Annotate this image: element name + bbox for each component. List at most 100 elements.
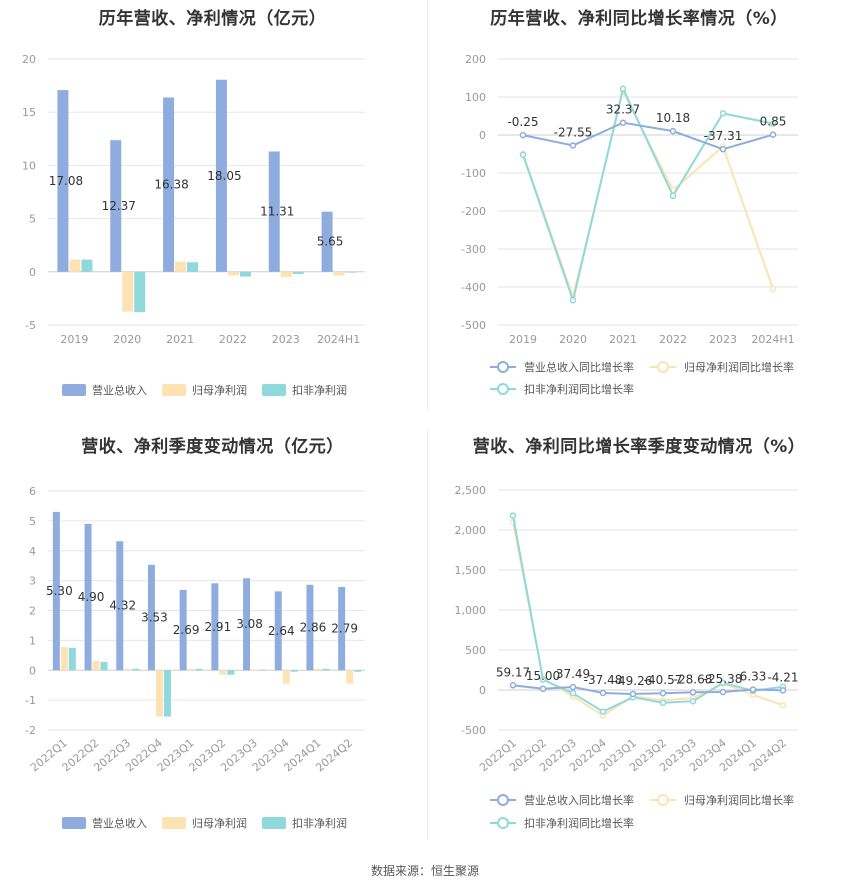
bar [239, 271, 251, 277]
y-tick-label: 0 [479, 684, 486, 697]
bar [227, 670, 235, 675]
data-label: -37.31 [704, 129, 743, 143]
bar [243, 578, 251, 671]
point-marker [569, 689, 577, 697]
y-tick-label: -400 [461, 281, 486, 294]
data-label: 2.69 [173, 623, 200, 637]
legend-swatch [162, 384, 186, 396]
y-tick-label: 10 [22, 159, 36, 172]
legend-swatch [262, 384, 286, 396]
point-marker [569, 297, 577, 304]
chart-quarterly-growth-rate: 营收、净利同比增长率季度变动情况（%） 2,500 2,000 1,500 1,000… [428, 420, 850, 845]
bar [338, 586, 346, 671]
point-marker [509, 512, 517, 519]
point-marker [779, 687, 787, 694]
y-tick-label: -1 [25, 694, 36, 707]
data-label: 0.85 [760, 115, 787, 129]
chart-title: 历年营收、净利情况（亿元） [98, 9, 327, 29]
point-marker [519, 151, 527, 159]
data-label: 32.37 [606, 103, 640, 117]
y-tick-label: 0 [479, 129, 486, 142]
point-marker [659, 689, 667, 697]
bar [195, 668, 203, 671]
y-tick-label: 500 [465, 644, 486, 657]
point-marker [569, 142, 577, 149]
data-label: 59.17 [496, 665, 530, 679]
y-tick-label: -200 [461, 205, 486, 218]
point-marker [599, 689, 607, 697]
legend-label: 归母净利润 [192, 816, 247, 830]
point-marker [749, 686, 757, 693]
bar [346, 670, 354, 684]
legend-marker [657, 361, 669, 373]
legend-label: 归母净利润同比增长率 [684, 793, 794, 807]
legend-label: 归母净利润同比增长率 [684, 360, 794, 374]
point-marker [689, 697, 697, 705]
bar [81, 259, 93, 272]
legend-label: 扣非净利润 [292, 383, 347, 397]
bar [92, 660, 100, 671]
data-label: 5.30 [46, 584, 73, 598]
bar [333, 271, 345, 276]
legend-marker [657, 794, 669, 806]
bar [57, 90, 69, 272]
bar [306, 584, 314, 671]
legend-swatch [162, 817, 186, 829]
bar [175, 261, 187, 272]
y-tick-label: 0 [29, 266, 36, 279]
y-tick-label: 5 [29, 515, 36, 528]
point-marker [539, 676, 547, 683]
bar [163, 97, 175, 272]
legend-label: 扣非净利润 [292, 816, 347, 830]
series-line [522, 121, 774, 151]
bar [290, 670, 298, 672]
point-marker [769, 285, 777, 293]
y-tick-label: -2 [25, 724, 36, 737]
point-marker [599, 708, 607, 715]
data-label: 6.33 [740, 669, 767, 683]
bar [147, 564, 155, 671]
bar [282, 670, 290, 684]
bar [60, 646, 68, 671]
x-tick-label: 2021 [609, 333, 637, 346]
data-label: 3.53 [141, 611, 168, 625]
bar [116, 541, 124, 671]
x-tick-label: 2023 [272, 333, 300, 346]
data-label: -25.38 [704, 672, 743, 686]
y-tick-label: 2,500 [455, 484, 487, 497]
point-marker [779, 701, 787, 709]
point-marker [669, 192, 677, 200]
chart-svg: 2,500 2,000 1,500 1,000 500 0 -500 59.1715.0037… [455, 484, 799, 830]
x-tick-label: 2022 [219, 333, 247, 346]
panel-divider-vertical [427, 0, 428, 410]
y-tick-label: 20 [22, 53, 36, 66]
data-label: -49.26 [614, 674, 653, 688]
bar [227, 271, 239, 276]
x-tick-label: 2020 [559, 333, 587, 346]
legend-label: 营业总收入同比增长率 [524, 793, 634, 807]
bar [274, 591, 282, 671]
y-tick-label: 6 [29, 485, 36, 498]
bar [134, 271, 146, 313]
bar [52, 511, 60, 671]
bar [122, 271, 134, 312]
chart-svg: 200 100 0 -100 -200 -300 -400 -500 -0.25 -27.55 32… [461, 53, 798, 396]
data-label: 2.91 [204, 620, 231, 634]
legend-label: 扣非净利润同比增长率 [524, 816, 634, 830]
bar [163, 670, 171, 717]
data-label: -37.48 [584, 673, 623, 687]
point-marker [519, 131, 527, 139]
data-source-footer: 数据来源：恒生聚源 [370, 864, 479, 878]
legend-swatch [262, 817, 286, 829]
data-label: 4.32 [109, 599, 136, 613]
bar [259, 669, 267, 671]
y-tick-label: -500 [461, 319, 486, 332]
x-tick-label: 2020 [113, 333, 141, 346]
data-label: 15.00 [526, 669, 560, 683]
series-line [522, 85, 774, 304]
panel-divider-vertical [427, 430, 428, 840]
bar [280, 271, 292, 278]
series-line [512, 684, 784, 695]
chart-quarterly-revenue-profit: 营收、净利季度变动情况（亿元） 6 5 4 3 2 1 0 -1 -2 5.30 2022Q1 4.9… [0, 420, 425, 845]
y-tick-label: 100 [465, 91, 486, 104]
